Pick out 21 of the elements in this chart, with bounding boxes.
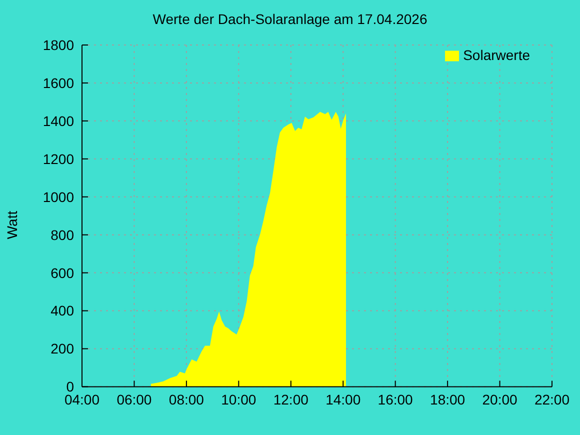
y-tick-label: 1800 bbox=[42, 36, 74, 53]
x-tick-label: 08:00 bbox=[168, 392, 204, 408]
y-tick-label: 1600 bbox=[42, 74, 74, 91]
y-axis-title: Watt bbox=[4, 210, 20, 240]
y-tick-label: 400 bbox=[50, 302, 74, 319]
y-tick-label: 1400 bbox=[42, 112, 74, 129]
legend-label: Solarwerte bbox=[463, 47, 530, 63]
y-tick-label: 800 bbox=[50, 226, 74, 243]
x-tick-label: 16:00 bbox=[378, 392, 414, 408]
y-tick-label: 1200 bbox=[42, 150, 74, 167]
x-tick-label: 12:00 bbox=[273, 392, 309, 408]
y-tick-label: 200 bbox=[50, 340, 74, 357]
x-tick-label: 20:00 bbox=[482, 392, 518, 408]
x-tick-label: 22:00 bbox=[534, 392, 570, 408]
y-tick-label: 600 bbox=[50, 264, 74, 281]
chart-title: Werte der Dach-Solaranlage am 17.04.2026 bbox=[152, 11, 428, 27]
x-tick-label: 14:00 bbox=[326, 392, 361, 408]
x-tick-label: 10:00 bbox=[221, 392, 256, 408]
y-tick-label: 1000 bbox=[42, 188, 74, 205]
x-tick-label: 06:00 bbox=[116, 392, 152, 408]
x-tick-label: 18:00 bbox=[430, 392, 466, 408]
